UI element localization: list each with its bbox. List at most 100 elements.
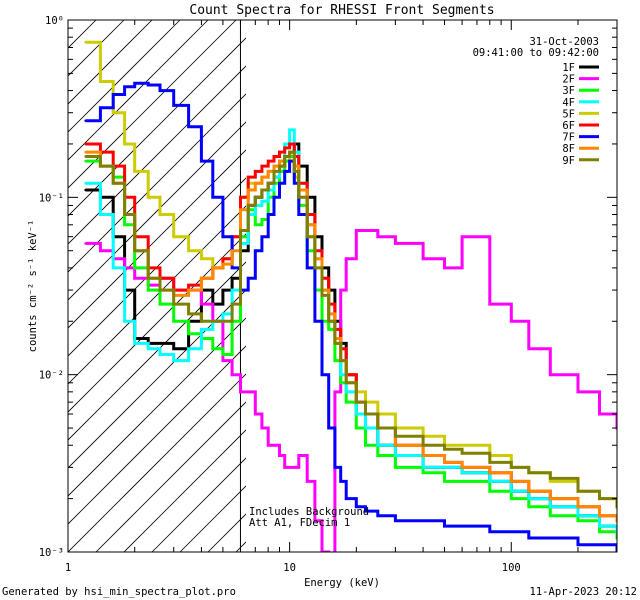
data-point-7F — [123, 85, 126, 89]
data-point-2F — [549, 373, 552, 376]
data-point-9F — [345, 381, 348, 384]
hatch-line — [95, 401, 246, 552]
data-point-9F — [239, 229, 242, 232]
data-point-9F — [230, 302, 234, 306]
data-point-2F — [260, 426, 264, 430]
data-point-7F — [112, 93, 115, 96]
data-point-7F — [297, 213, 300, 216]
data-point-7F — [133, 82, 136, 85]
hatch-line — [68, 20, 181, 133]
data-point-4F — [112, 266, 115, 270]
series-line-9F — [85, 150, 617, 509]
data-point-3F — [339, 381, 342, 384]
data-point-7F — [172, 104, 175, 107]
data-point-5F — [99, 80, 102, 83]
data-point-7F — [313, 320, 317, 323]
data-point-3F — [333, 359, 337, 362]
data-point-4F — [443, 466, 446, 469]
data-point-4F — [260, 200, 264, 203]
data-point-4F — [394, 454, 397, 457]
data-point-6F — [267, 159, 270, 163]
series-8F — [84, 150, 617, 523]
data-point-1F — [230, 277, 234, 280]
data-point-2F — [576, 390, 580, 394]
data-point-2F — [355, 229, 358, 232]
chart-title: Count Spectra for RHESSI Front Segments — [189, 3, 494, 18]
legend-label: 6F — [562, 120, 575, 132]
data-point-2F — [443, 266, 446, 270]
data-point-7F — [99, 106, 102, 110]
data-point-8F — [576, 505, 580, 508]
data-point-2F — [84, 242, 87, 245]
data-point-8F — [239, 208, 242, 211]
data-point-4F — [200, 328, 203, 331]
annotation-background: Includes Background — [249, 506, 369, 518]
data-point-6F — [260, 164, 264, 168]
data-point-3F — [221, 353, 225, 356]
data-point-9F — [421, 444, 425, 447]
data-point-2F — [598, 412, 601, 416]
hatch-line — [68, 20, 153, 105]
data-point-7F — [147, 83, 150, 87]
data-point-3F — [187, 332, 190, 335]
data-point-2F — [345, 257, 348, 260]
data-point-6F — [187, 283, 190, 287]
data-point-9F — [211, 320, 214, 323]
data-point-5F — [84, 41, 87, 44]
data-point-2F — [293, 466, 296, 469]
data-point-4F — [123, 320, 126, 323]
hatch-line — [68, 37, 246, 217]
data-point-4F — [283, 142, 286, 146]
data-point-2F — [297, 454, 300, 457]
data-point-7F — [200, 159, 203, 163]
data-point-2F — [247, 390, 250, 394]
series-4F — [84, 128, 617, 534]
x-tick-label: 100 — [502, 562, 521, 574]
hatch-line — [68, 121, 246, 301]
data-point-8F — [460, 466, 464, 469]
series-line-8F — [85, 150, 617, 523]
data-point-1F — [158, 342, 162, 345]
data-point-3F — [260, 218, 264, 221]
data-point-2F — [394, 242, 397, 245]
data-point-3F — [327, 328, 330, 331]
data-point-7F — [421, 519, 425, 522]
data-point-1F — [221, 288, 225, 292]
hatch-line — [68, 261, 246, 441]
data-point-8F — [394, 444, 397, 447]
data-point-5F — [112, 111, 115, 114]
data-point-2F — [288, 466, 291, 469]
data-point-7F — [158, 89, 162, 92]
data-point-7F — [278, 182, 281, 185]
data-point-2F — [488, 302, 491, 306]
y-axis-label: counts cm⁻² s⁻¹ keV⁻¹ — [27, 220, 39, 353]
data-point-3F — [421, 471, 425, 474]
data-point-9F — [278, 164, 281, 168]
data-point-2F — [328, 559, 330, 561]
data-point-7F — [211, 196, 214, 199]
data-point-3F — [394, 466, 397, 469]
data-point-7F — [267, 213, 270, 216]
series-line-1F — [85, 142, 617, 534]
data-point-3F — [364, 444, 367, 447]
data-point-3F — [443, 480, 446, 483]
data-point-7F — [598, 543, 601, 546]
data-point-8F — [200, 277, 203, 280]
y-axis-ticks — [68, 19, 617, 553]
data-point-7F — [510, 530, 513, 533]
data-point-9F — [200, 320, 203, 323]
data-point-9F — [147, 277, 150, 280]
data-point-9F — [527, 471, 530, 474]
data-point-7F — [364, 509, 367, 513]
data-point-8F — [230, 249, 234, 252]
data-point-8F — [421, 454, 425, 457]
data-point-7F — [84, 119, 87, 123]
data-point-9F — [293, 170, 296, 173]
series-7F — [84, 81, 617, 552]
data-point-6F — [221, 257, 225, 260]
data-point-2F — [364, 229, 367, 232]
series-line-4F — [85, 128, 617, 534]
data-point-9F — [549, 477, 552, 480]
data-point-2F — [376, 235, 379, 238]
data-point-1F — [172, 347, 175, 350]
